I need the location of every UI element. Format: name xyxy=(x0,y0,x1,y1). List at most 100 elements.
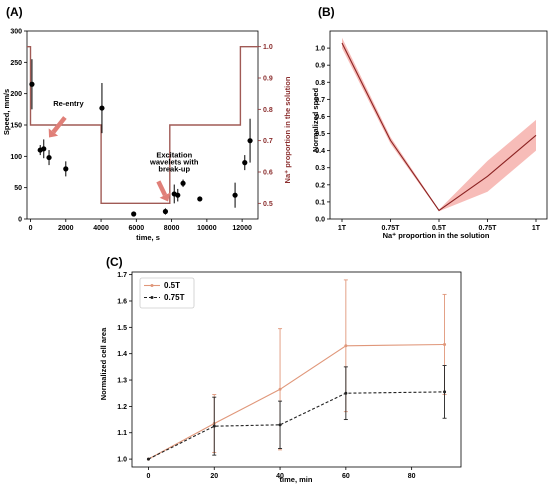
y2-tick-label: 0.6 xyxy=(263,170,273,177)
x-tick-label: 12000 xyxy=(232,225,252,232)
confidence-band xyxy=(342,37,536,212)
x-tick-label: 80 xyxy=(408,473,416,480)
panel-b-ylabel: Normalized speed xyxy=(311,87,320,152)
series-point xyxy=(344,391,348,395)
y-tick-label: 1.6 xyxy=(117,298,127,305)
x-tick-label: 0 xyxy=(29,225,33,232)
y2-tick-label: 0.9 xyxy=(263,76,273,83)
data-point xyxy=(242,160,248,166)
y2-tick-label: 0.8 xyxy=(263,107,273,114)
data-point xyxy=(162,208,169,215)
y-tick-label: 100 xyxy=(10,154,22,161)
y-tick-label: 50 xyxy=(14,185,22,192)
series-point xyxy=(212,424,216,428)
legend-marker xyxy=(150,284,154,287)
y-tick-label: 0.9 xyxy=(315,63,325,70)
y-tick-label: 0.7 xyxy=(315,97,325,104)
annotation-text: wavelets with xyxy=(149,157,199,166)
x-tick-label: 2000 xyxy=(58,225,74,232)
y-tick-label: 1.2 xyxy=(117,404,127,411)
y2-tick-label: 0.7 xyxy=(263,138,273,145)
x-tick-label: 4000 xyxy=(93,225,109,232)
y-tick-label: 0 xyxy=(18,217,22,224)
panel-label-b: (B) xyxy=(318,5,335,19)
y-tick-label: 0.3 xyxy=(315,165,325,172)
legend-marker xyxy=(150,296,154,299)
series-point xyxy=(278,387,282,391)
y-tick-label: 1.0 xyxy=(315,46,325,53)
x-tick-label: 40 xyxy=(276,473,284,480)
x-tick-label: 60 xyxy=(342,473,350,480)
reentry-arrow-head xyxy=(48,128,59,138)
y2-tick-label: 1.0 xyxy=(263,44,273,51)
annotation-text: Re-entry xyxy=(53,99,84,108)
panel-c-xlabel: time, min xyxy=(280,475,313,484)
x-tick-label: 10000 xyxy=(197,225,217,232)
plot-frame xyxy=(131,271,462,468)
y-tick-label: 1.4 xyxy=(117,351,127,358)
x-tick-label: 0.75T xyxy=(382,225,401,232)
series-point xyxy=(146,457,150,461)
reentry-arrow-shaft xyxy=(51,116,67,134)
panel-a-ylabel: Speed, mm/s xyxy=(2,89,11,135)
y-tick-label: 1.0 xyxy=(117,457,127,464)
speed-line xyxy=(341,42,537,212)
legend-label: 0.75T xyxy=(164,293,185,302)
panel-c-chart: 0 20 40 60 80 1.0 1.1 1.2 1.3 1.4 1.5 1.6 1.7 0.5T 0.7… xyxy=(117,271,462,480)
panel-label-a: (A) xyxy=(6,5,23,19)
data-point xyxy=(247,138,253,144)
data-point xyxy=(99,105,105,111)
series-point xyxy=(443,342,447,346)
y-tick-label: 0.1 xyxy=(315,199,325,206)
y-tick-label: 1.5 xyxy=(117,325,127,332)
y2-tick-label: 0.5 xyxy=(263,201,273,208)
data-point xyxy=(131,211,137,217)
x-tick-label: 0.5T xyxy=(432,225,447,232)
legend-label: 0.5T xyxy=(164,281,180,290)
data-point xyxy=(29,81,35,87)
y-tick-label: 0.6 xyxy=(315,114,325,121)
y-tick-label: 1.7 xyxy=(117,272,127,279)
annotation-text: Excitation xyxy=(156,151,192,160)
series-line xyxy=(148,343,445,460)
y-tick-label: 0.4 xyxy=(315,148,325,155)
x-tick-label: 6000 xyxy=(129,225,145,232)
breakup-arrow-shaft xyxy=(156,180,168,197)
series-line xyxy=(148,391,445,460)
panel-label-c: (C) xyxy=(106,255,123,269)
y-tick-label: 200 xyxy=(10,91,22,98)
data-point xyxy=(63,166,69,172)
panel-c-ylabel: Normalized cell area xyxy=(99,327,108,400)
x-tick-label: 1T xyxy=(532,225,541,232)
panel-b-xlabel: Na⁺ proportion in the solution xyxy=(383,231,490,240)
y-tick-label: 1.1 xyxy=(117,430,127,437)
panel-a-chart: 0 2000 4000 6000 8000 10000 12000 0 50 100 150 200 2… xyxy=(10,29,273,233)
series-point xyxy=(443,390,447,394)
series-point xyxy=(344,344,348,348)
y-tick-label: 0.2 xyxy=(315,182,325,189)
series-point xyxy=(278,423,282,427)
y-tick-label: 1.3 xyxy=(117,378,127,385)
panel-a-y2label: Na⁺ proportion in the solution xyxy=(283,76,292,183)
data-point xyxy=(175,192,181,198)
y-tick-label: 300 xyxy=(10,29,22,36)
plot-frame xyxy=(329,30,548,220)
y-tick-label: 0.8 xyxy=(315,80,325,87)
data-point xyxy=(46,154,52,161)
annotation-text: break-up xyxy=(158,164,190,173)
y-tick-label: 250 xyxy=(10,60,22,67)
x-tick-label: 1T xyxy=(338,225,347,232)
data-point xyxy=(41,146,47,152)
panel-a-xlabel: time, s xyxy=(136,233,160,242)
data-point xyxy=(197,196,203,202)
data-point xyxy=(232,192,238,198)
x-tick-label: 0 xyxy=(146,473,150,480)
y-tick-label: 150 xyxy=(10,123,22,130)
breakup-arrow-head xyxy=(159,192,171,202)
x-tick-label: 8000 xyxy=(164,225,180,232)
panel-b-chart: 1T 0.75T 0.5T 0.75T 1T 0.0 0.1 0.2 0.3 0.4 0.5 0.6 0… xyxy=(315,30,548,232)
data-point xyxy=(180,180,186,186)
x-tick-label: 0.75T xyxy=(479,225,498,232)
y-tick-label: 0.5 xyxy=(315,131,325,138)
